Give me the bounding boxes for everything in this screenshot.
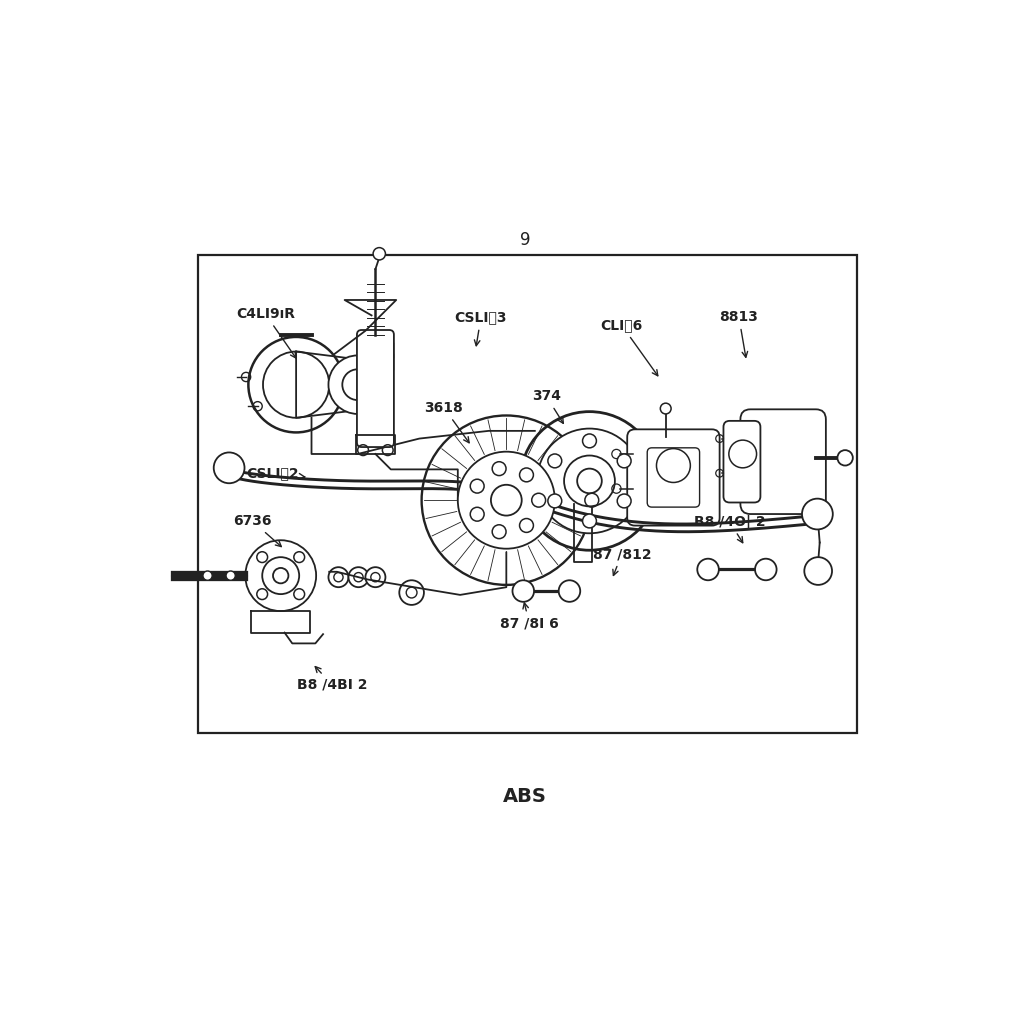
Circle shape (348, 567, 369, 587)
Circle shape (583, 514, 596, 528)
Circle shape (366, 567, 385, 587)
Circle shape (660, 403, 671, 414)
Circle shape (583, 434, 596, 447)
Circle shape (493, 524, 506, 539)
Text: ABS: ABS (503, 787, 547, 806)
Text: 9: 9 (519, 231, 530, 249)
Text: 3618: 3618 (425, 400, 469, 442)
Circle shape (755, 559, 776, 581)
Circle shape (617, 454, 631, 468)
Circle shape (420, 414, 593, 587)
Circle shape (697, 559, 719, 581)
Text: 87 /812: 87 /812 (593, 547, 651, 575)
FancyBboxPatch shape (724, 421, 761, 503)
Circle shape (247, 336, 345, 434)
FancyBboxPatch shape (740, 410, 826, 514)
Circle shape (559, 581, 581, 602)
Circle shape (518, 410, 660, 552)
Text: CLI⃱6: CLI⃱6 (601, 318, 657, 376)
Circle shape (804, 557, 833, 585)
Text: 374: 374 (531, 389, 563, 423)
Text: B8 /4BI 2: B8 /4BI 2 (297, 667, 368, 692)
Circle shape (493, 462, 506, 475)
Circle shape (470, 507, 484, 521)
Text: 6736: 6736 (233, 514, 282, 547)
Text: C4LI9ıR: C4LI9ıR (236, 307, 296, 358)
Circle shape (531, 494, 546, 507)
Circle shape (585, 494, 599, 507)
FancyBboxPatch shape (647, 447, 699, 507)
FancyBboxPatch shape (628, 429, 720, 525)
Circle shape (548, 494, 562, 508)
Circle shape (470, 479, 484, 494)
Circle shape (458, 452, 555, 549)
Text: CSLI⃱3: CSLI⃱3 (455, 310, 507, 346)
Circle shape (838, 451, 853, 466)
Text: B8 /4O| 2: B8 /4O| 2 (694, 515, 765, 543)
Circle shape (519, 518, 534, 532)
Circle shape (329, 355, 387, 414)
Circle shape (399, 581, 424, 605)
Circle shape (519, 468, 534, 482)
Circle shape (226, 571, 236, 581)
Text: CSLI⃱2: CSLI⃱2 (246, 466, 305, 480)
Circle shape (512, 581, 535, 602)
Polygon shape (296, 351, 357, 418)
Circle shape (802, 499, 833, 529)
Circle shape (244, 539, 317, 612)
Circle shape (538, 429, 642, 534)
Circle shape (617, 494, 631, 508)
FancyBboxPatch shape (357, 330, 394, 447)
Circle shape (214, 453, 245, 483)
Circle shape (203, 571, 212, 581)
Text: 8813: 8813 (720, 310, 759, 357)
Circle shape (373, 248, 385, 260)
Bar (199, 255, 857, 733)
Text: 87 /8I 6: 87 /8I 6 (500, 603, 559, 631)
Circle shape (329, 567, 348, 587)
Circle shape (548, 454, 562, 468)
